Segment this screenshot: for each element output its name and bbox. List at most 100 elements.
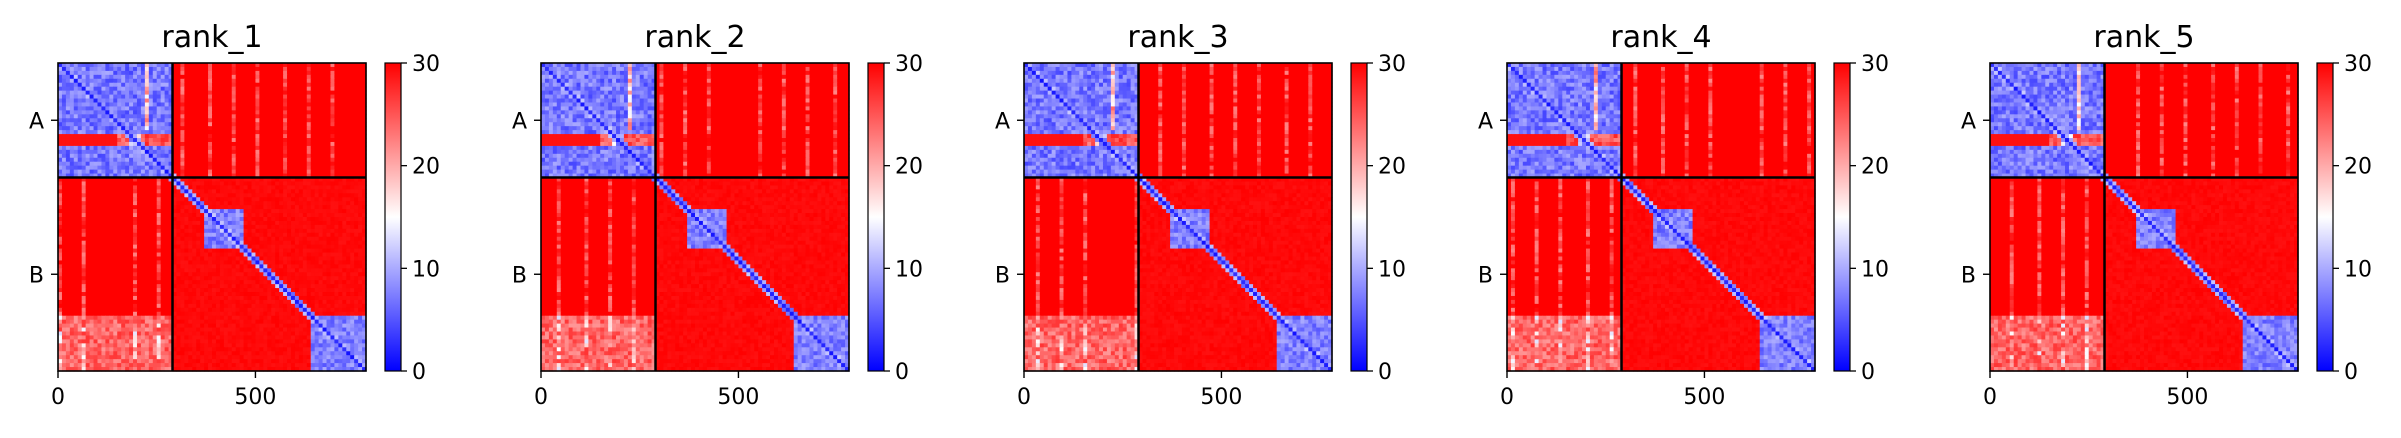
heatmap-cell xyxy=(180,201,185,206)
heatmap-cell xyxy=(105,185,110,190)
heatmap-cell xyxy=(196,213,201,218)
heatmap-cell xyxy=(149,71,154,76)
heatmap-cell xyxy=(204,95,209,100)
heatmap-cell xyxy=(232,221,237,226)
heatmap-cell xyxy=(291,256,296,261)
heatmap-cell xyxy=(149,122,154,127)
heatmap-cell xyxy=(216,213,221,218)
heatmap-cell xyxy=(319,162,324,167)
heatmap-cell xyxy=(259,288,264,293)
heatmap-cell xyxy=(287,146,292,151)
heatmap-cell xyxy=(244,308,249,313)
heatmap-cell xyxy=(346,237,351,242)
heatmap-cell xyxy=(303,162,308,167)
heatmap-cell xyxy=(212,87,217,92)
heatmap-cell xyxy=(157,170,162,175)
heatmap-cell xyxy=(303,249,308,254)
heatmap-cell xyxy=(188,130,193,135)
heatmap-cell xyxy=(303,146,308,151)
heatmap-cell xyxy=(212,71,217,76)
heatmap-cell xyxy=(125,241,130,246)
heatmap-cell xyxy=(165,154,170,159)
heatmap-cell xyxy=(165,280,170,285)
heatmap-cell xyxy=(315,75,320,80)
heatmap-cell xyxy=(165,138,170,143)
heatmap-cell xyxy=(330,229,335,234)
heatmap-cell xyxy=(323,79,328,84)
heatmap-cell xyxy=(66,138,71,143)
heatmap-cell xyxy=(283,91,288,96)
heatmap-cell xyxy=(200,276,205,281)
heatmap-cell xyxy=(101,114,106,119)
heatmap-cell xyxy=(251,300,256,305)
heatmap-cell xyxy=(141,71,146,76)
heatmap-cell xyxy=(129,91,134,96)
heatmap-cell xyxy=(303,150,308,155)
heatmap-cell xyxy=(216,146,221,151)
heatmap-cell xyxy=(307,308,312,313)
heatmap-cell xyxy=(212,272,217,277)
heatmap-cell xyxy=(287,150,292,155)
heatmap-cell xyxy=(216,225,221,230)
heatmap-cell xyxy=(251,280,256,285)
heatmap-cell xyxy=(240,146,245,151)
heatmap-cell xyxy=(86,264,91,269)
heatmap-cell xyxy=(232,106,237,111)
heatmap-cell xyxy=(125,67,130,72)
heatmap-cell xyxy=(216,99,221,104)
heatmap-cell xyxy=(66,106,71,111)
heatmap-cell xyxy=(204,166,209,171)
heatmap-cell xyxy=(259,253,264,258)
heatmap-cell xyxy=(161,237,166,242)
heatmap-cell xyxy=(338,205,343,210)
heatmap-cell xyxy=(315,134,320,139)
heatmap-cell xyxy=(149,166,154,171)
heatmap-cell xyxy=(334,312,339,317)
heatmap-cell xyxy=(125,292,130,297)
heatmap-cell xyxy=(255,67,260,72)
heatmap-cell xyxy=(105,288,110,293)
heatmap-cell xyxy=(97,308,102,313)
heatmap-cell xyxy=(97,134,102,139)
heatmap-cell xyxy=(145,170,150,175)
heatmap-cell xyxy=(299,181,304,186)
heatmap-cell xyxy=(342,245,347,250)
heatmap-cell xyxy=(141,83,146,88)
heatmap-cell xyxy=(192,130,197,135)
heatmap-cell xyxy=(311,154,316,159)
heatmap-cell xyxy=(165,312,170,317)
heatmap-cell xyxy=(342,91,347,96)
heatmap-cell xyxy=(105,146,110,151)
heatmap-cell xyxy=(184,201,189,206)
heatmap-cell xyxy=(188,150,193,155)
heatmap-cell xyxy=(263,213,268,218)
heatmap-cell xyxy=(295,225,300,230)
heatmap-cell xyxy=(153,87,158,92)
heatmap-cell xyxy=(330,300,335,305)
heatmap-cell xyxy=(82,217,87,222)
heatmap-cell xyxy=(117,245,122,250)
heatmap-cell xyxy=(220,241,225,246)
heatmap-cell xyxy=(129,241,134,246)
heatmap-cell xyxy=(267,110,272,115)
heatmap-cell xyxy=(208,201,213,206)
heatmap-cell xyxy=(133,221,138,226)
heatmap-cell xyxy=(141,201,146,206)
heatmap-cell xyxy=(94,201,99,206)
heatmap-cell xyxy=(208,245,213,250)
heatmap-cell xyxy=(259,256,264,261)
heatmap-cell xyxy=(275,205,280,210)
heatmap-cell xyxy=(133,150,138,155)
heatmap-cell xyxy=(125,106,130,111)
heatmap-cell xyxy=(74,249,79,254)
heatmap-cell xyxy=(86,130,91,135)
heatmap-cell xyxy=(66,237,71,242)
heatmap-cell xyxy=(236,75,241,80)
heatmap-cell xyxy=(157,146,162,151)
heatmap-cell xyxy=(291,276,296,281)
heatmap-cell xyxy=(125,71,130,76)
heatmap-cell xyxy=(240,122,245,127)
heatmap-cell xyxy=(74,158,79,163)
heatmap-cell xyxy=(244,162,249,167)
heatmap-cell xyxy=(105,253,110,258)
